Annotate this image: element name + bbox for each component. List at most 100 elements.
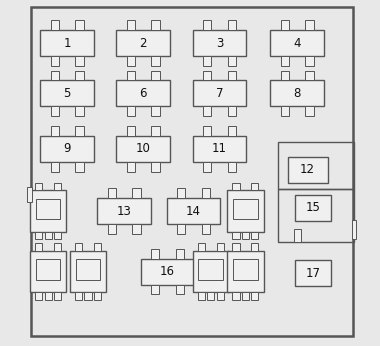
Bar bbox=[228, 56, 236, 66]
Bar bbox=[294, 261, 331, 286]
Bar bbox=[152, 107, 160, 116]
Text: 12: 12 bbox=[300, 163, 315, 176]
Bar bbox=[54, 292, 61, 300]
Text: 4: 4 bbox=[293, 37, 301, 50]
Bar bbox=[133, 188, 141, 198]
Bar bbox=[203, 56, 211, 66]
Bar bbox=[51, 71, 59, 81]
Bar bbox=[198, 259, 223, 280]
Bar bbox=[233, 199, 258, 219]
Bar bbox=[227, 251, 263, 292]
Bar bbox=[44, 232, 52, 239]
Bar bbox=[54, 232, 61, 239]
Text: 8: 8 bbox=[294, 87, 301, 100]
Bar bbox=[94, 292, 101, 300]
Bar bbox=[108, 224, 116, 234]
Bar bbox=[84, 292, 92, 300]
Bar bbox=[294, 229, 301, 242]
Bar bbox=[127, 162, 135, 172]
Bar bbox=[242, 292, 249, 300]
Bar bbox=[202, 224, 210, 234]
Bar bbox=[40, 30, 94, 56]
Bar bbox=[193, 30, 246, 56]
Text: 7: 7 bbox=[216, 87, 223, 100]
Text: 2: 2 bbox=[139, 37, 147, 50]
Bar bbox=[281, 71, 289, 81]
Bar bbox=[227, 190, 263, 232]
Bar bbox=[76, 259, 100, 280]
Bar bbox=[75, 292, 82, 300]
Bar bbox=[281, 56, 289, 66]
Bar bbox=[193, 81, 246, 107]
Bar bbox=[127, 107, 135, 116]
Bar bbox=[217, 243, 224, 251]
Bar bbox=[152, 126, 160, 136]
Bar bbox=[217, 292, 224, 300]
Bar bbox=[94, 243, 101, 251]
Text: 17: 17 bbox=[306, 267, 320, 280]
Bar bbox=[228, 107, 236, 116]
Text: 6: 6 bbox=[139, 87, 147, 100]
Text: 14: 14 bbox=[186, 204, 201, 218]
Bar bbox=[176, 249, 184, 259]
Bar bbox=[294, 194, 331, 221]
Bar bbox=[203, 162, 211, 172]
Text: 9: 9 bbox=[63, 142, 71, 155]
Text: 13: 13 bbox=[117, 204, 132, 218]
Bar bbox=[288, 156, 328, 183]
Bar bbox=[228, 71, 236, 81]
Bar bbox=[75, 243, 82, 251]
Bar bbox=[152, 56, 160, 66]
Bar bbox=[271, 30, 324, 56]
Bar bbox=[167, 198, 220, 224]
Bar bbox=[207, 292, 214, 300]
Bar bbox=[35, 243, 42, 251]
Bar bbox=[251, 232, 258, 239]
Text: 11: 11 bbox=[212, 142, 227, 155]
Bar bbox=[198, 243, 205, 251]
Bar bbox=[108, 188, 116, 198]
Bar bbox=[352, 220, 356, 239]
Bar bbox=[306, 107, 314, 116]
Bar bbox=[232, 183, 239, 190]
Bar bbox=[306, 20, 314, 30]
Bar bbox=[75, 126, 84, 136]
Bar bbox=[75, 20, 84, 30]
Bar bbox=[40, 136, 94, 162]
Bar bbox=[133, 224, 141, 234]
Bar bbox=[193, 251, 229, 292]
Bar bbox=[203, 71, 211, 81]
Bar bbox=[233, 259, 258, 280]
Bar bbox=[203, 107, 211, 116]
Bar bbox=[35, 232, 42, 239]
Bar bbox=[127, 56, 135, 66]
Bar bbox=[75, 71, 84, 81]
Bar bbox=[51, 162, 59, 172]
Bar bbox=[117, 30, 170, 56]
Bar bbox=[232, 232, 239, 239]
Bar bbox=[36, 199, 60, 219]
Bar bbox=[228, 20, 236, 30]
Bar bbox=[281, 20, 289, 30]
Bar bbox=[51, 107, 59, 116]
Bar bbox=[203, 126, 211, 136]
Bar bbox=[35, 292, 42, 300]
Bar bbox=[281, 107, 289, 116]
Bar bbox=[54, 183, 61, 190]
Text: 15: 15 bbox=[306, 201, 320, 214]
Bar bbox=[75, 162, 84, 172]
Bar bbox=[117, 81, 170, 107]
Bar bbox=[251, 292, 258, 300]
Bar bbox=[232, 243, 239, 251]
Bar bbox=[51, 56, 59, 66]
Bar bbox=[271, 81, 324, 107]
Bar bbox=[44, 292, 52, 300]
Bar bbox=[151, 249, 159, 259]
Bar bbox=[75, 107, 84, 116]
Bar bbox=[117, 136, 170, 162]
Text: 3: 3 bbox=[216, 37, 223, 50]
Bar bbox=[306, 71, 314, 81]
Bar bbox=[202, 188, 210, 198]
Bar bbox=[228, 126, 236, 136]
Text: 5: 5 bbox=[63, 87, 71, 100]
